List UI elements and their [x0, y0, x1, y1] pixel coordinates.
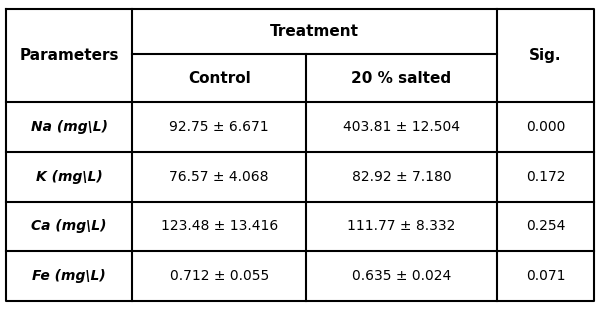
- Text: 0.712 ± 0.055: 0.712 ± 0.055: [170, 269, 269, 283]
- Text: Parameters: Parameters: [19, 48, 119, 63]
- Text: 403.81 ± 12.504: 403.81 ± 12.504: [343, 120, 460, 134]
- Text: Fe (mg\L): Fe (mg\L): [32, 269, 106, 283]
- Text: 76.57 ± 4.068: 76.57 ± 4.068: [169, 170, 269, 184]
- Text: 0.071: 0.071: [526, 269, 565, 283]
- Text: Ca (mg\L): Ca (mg\L): [31, 219, 107, 233]
- Text: Na (mg\L): Na (mg\L): [31, 120, 108, 134]
- Text: Sig.: Sig.: [529, 48, 562, 63]
- Text: 92.75 ± 6.671: 92.75 ± 6.671: [169, 120, 269, 134]
- Text: 82.92 ± 7.180: 82.92 ± 7.180: [352, 170, 451, 184]
- Text: K (mg\L): K (mg\L): [36, 170, 103, 184]
- Text: 123.48 ± 13.416: 123.48 ± 13.416: [161, 219, 278, 233]
- Text: Control: Control: [188, 71, 251, 86]
- Text: 0.000: 0.000: [526, 120, 565, 134]
- Text: Treatment: Treatment: [270, 24, 359, 39]
- Text: 0.254: 0.254: [526, 219, 565, 233]
- Text: 20 % salted: 20 % salted: [352, 71, 451, 86]
- Text: 0.172: 0.172: [526, 170, 565, 184]
- Text: 111.77 ± 8.332: 111.77 ± 8.332: [347, 219, 455, 233]
- Text: 0.635 ± 0.024: 0.635 ± 0.024: [352, 269, 451, 283]
